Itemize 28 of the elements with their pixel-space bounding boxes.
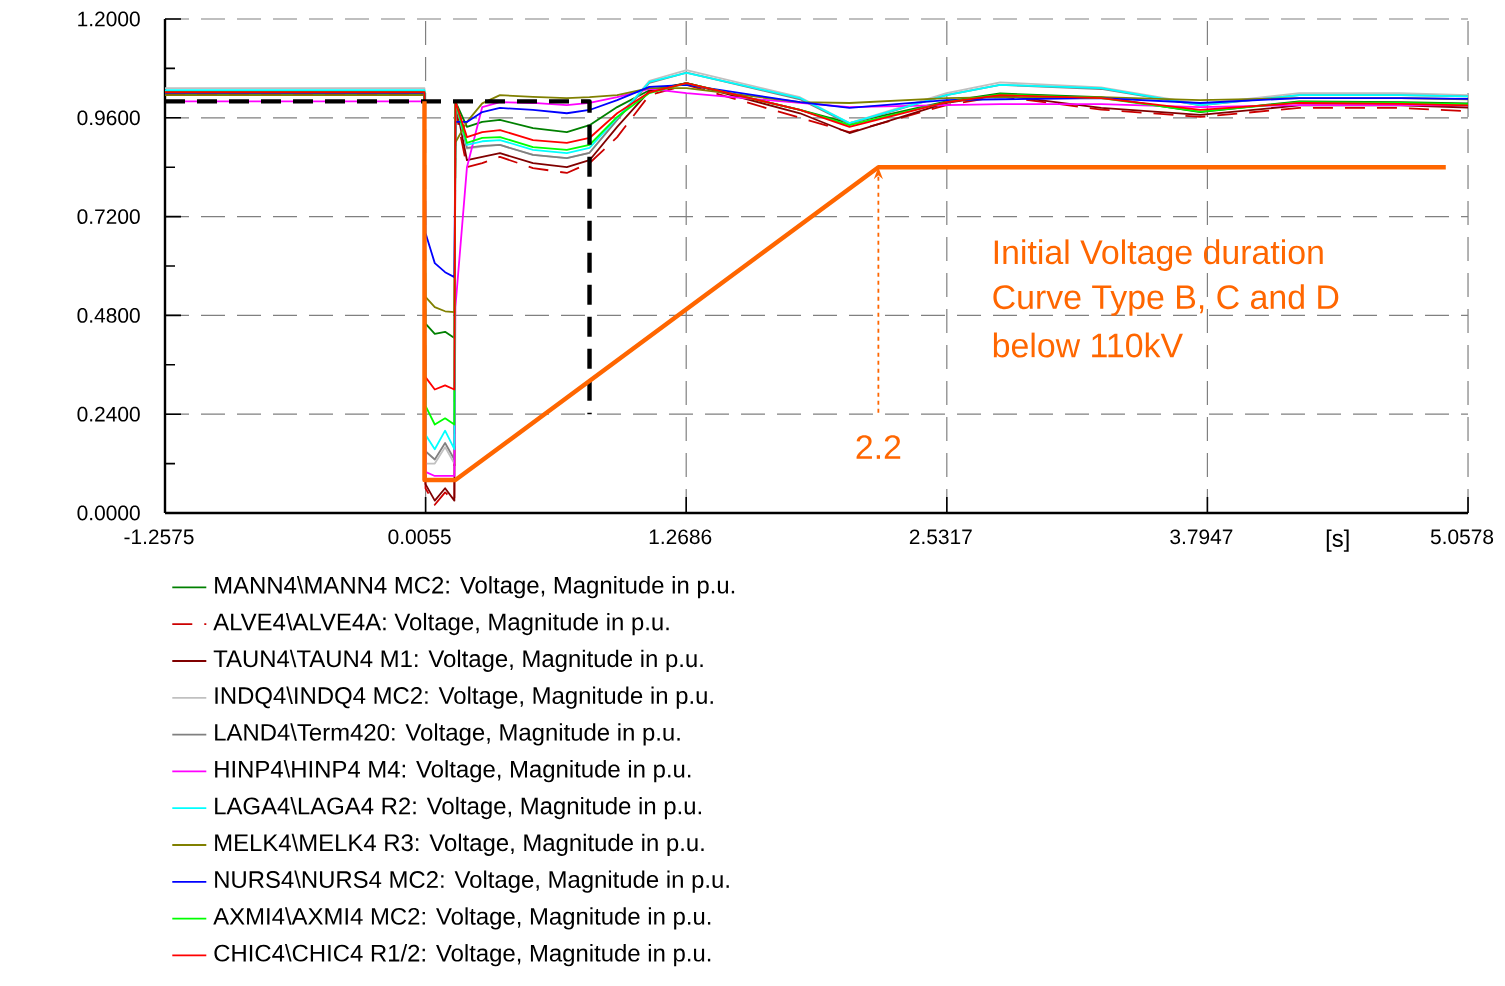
x-tick-label: 5.0578 [1430,529,1494,545]
annotation: Curve Type B, C and D [993,284,1339,316]
y-tick-label: 0.7200 [77,209,140,225]
y-tick-label: 0.0000 [77,505,140,521]
annotation: 2.2 [856,435,901,459]
x-tick-label: 2.5317 [909,529,972,545]
legend-label: INDQ4\INDQ4 MC2: Voltage, Magnitude in p.u. [215,686,713,709]
x-tick-label: 0.0055 [388,529,451,545]
legend-label: NURS4\NURS4 MC2: Voltage, Magnitude in p.u. [215,870,729,893]
y-tick-label: 0.9600 [77,110,140,126]
legend-label: CHIC4\CHIC4 R1/2: Voltage, Magnitude in p.u. [214,944,711,967]
x-tick-label: -1.2575 [124,529,194,545]
annotation: Initial Voltage duration [994,239,1323,271]
legend-label: ALVE4\ALVE4A: Voltage, Magnitude in p.u. [213,612,669,636]
legend-label: LAND4\Term420: Voltage, Magnitude in p.u. [215,723,680,746]
x-tick-label: 1.2686 [649,529,712,545]
legend-label: TAUN4\TAUN4 M1: Voltage, Magnitude in p.u. [213,649,703,672]
x-tick-label: 3.7947 [1170,529,1233,545]
y-tick-label: 1.2000 [78,11,140,27]
legend-label: MELK4\MELK4 R3: Voltage, Magnitude in p.u. [215,833,704,856]
annotation: below 110kV [993,332,1183,358]
legend-label: LAGA4\LAGA4 R2: Voltage, Magnitude in p.u. [215,796,701,820]
legend-label: AXMI4\AXMI4 MC2: Voltage, Magnitude in p.u. [213,907,711,930]
legend-label: MANN4\MANN4 MC2: Voltage, Magnitude in p.u. [215,576,735,599]
y-tick-label: 0.4800 [77,308,140,323]
y-tick-label: 0.2400 [77,406,140,422]
legend-label: HINP4\HINP4 M4: Voltage, Magnitude in p.u. [215,760,691,783]
x-axis-title: [s] [1326,529,1349,552]
